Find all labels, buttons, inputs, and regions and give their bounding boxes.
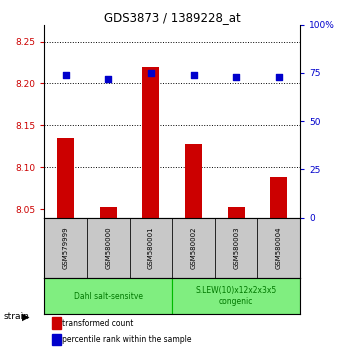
Bar	[44, 218, 87, 279]
Bar	[57, 138, 74, 218]
Text: GSM580004: GSM580004	[276, 227, 282, 269]
Point	[106, 76, 111, 81]
Bar	[228, 207, 245, 218]
Text: GSM580000: GSM580000	[105, 227, 111, 269]
Point	[191, 72, 196, 78]
Bar	[87, 218, 130, 279]
Bar	[52, 317, 61, 329]
Text: GSM579999: GSM579999	[63, 227, 69, 269]
Text: strain: strain	[3, 312, 29, 321]
Bar	[270, 177, 287, 218]
Text: GSM580001: GSM580001	[148, 227, 154, 269]
Bar	[100, 207, 117, 218]
Text: Dahl salt-sensitve: Dahl salt-sensitve	[74, 292, 143, 301]
Bar	[44, 279, 172, 314]
Bar	[185, 144, 202, 218]
Bar	[172, 218, 215, 279]
Bar	[52, 334, 61, 345]
Text: ▶: ▶	[22, 312, 30, 322]
Point	[276, 74, 282, 80]
Title: GDS3873 / 1389228_at: GDS3873 / 1389228_at	[104, 11, 241, 24]
Bar	[257, 218, 300, 279]
Text: GSM580003: GSM580003	[233, 227, 239, 269]
Bar	[130, 218, 172, 279]
Point	[233, 74, 239, 80]
Point	[148, 70, 153, 76]
Text: percentile rank within the sample: percentile rank within the sample	[62, 335, 192, 344]
Bar	[172, 279, 300, 314]
Text: GSM580002: GSM580002	[191, 227, 196, 269]
Text: S.LEW(10)x12x2x3x5
congenic: S.LEW(10)x12x2x3x5 congenic	[195, 286, 277, 306]
Text: transformed count: transformed count	[62, 319, 134, 328]
Bar	[215, 218, 257, 279]
Point	[63, 72, 68, 78]
Bar	[143, 67, 160, 218]
